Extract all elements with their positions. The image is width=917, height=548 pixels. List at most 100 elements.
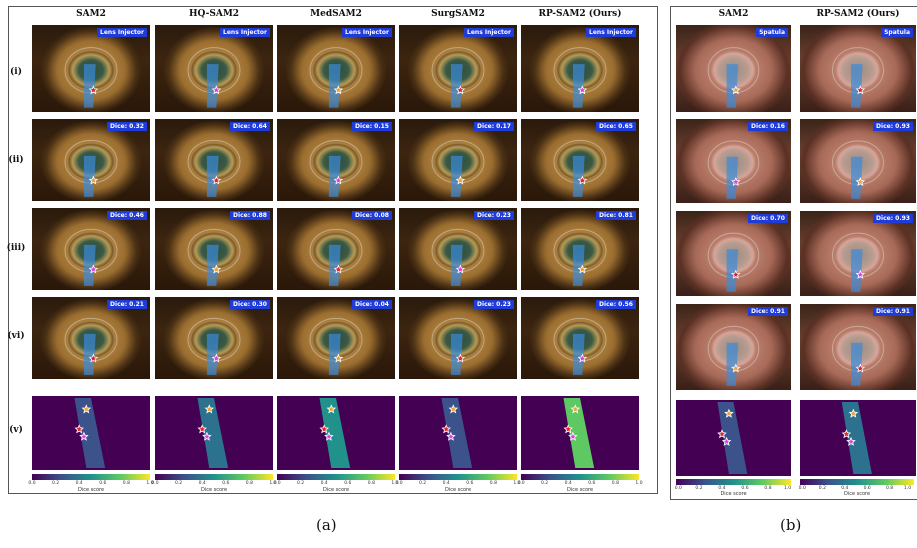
prompt-star-marker xyxy=(563,424,573,434)
frame-overlay xyxy=(707,232,760,292)
frame-i-surgsam2: Lens Injector xyxy=(399,25,517,112)
instrument-mask xyxy=(328,333,341,375)
frame-ii-sam2: Dice: 0.32 xyxy=(32,119,150,201)
tick-label: 0.2 xyxy=(52,481,60,486)
instrument-dice-band xyxy=(197,398,229,468)
frame-overlay xyxy=(707,47,760,108)
dice-tag: Dice: 0.70 xyxy=(748,214,788,223)
row-label-i: (i) xyxy=(10,67,22,77)
frame-iii-rp-sam2: Dice: 0.81 xyxy=(521,208,639,290)
heatmap-b-rp-sam2 xyxy=(800,400,916,476)
tool-label-tag: Lens Injector xyxy=(97,28,147,37)
prompt-star-marker xyxy=(333,264,344,274)
prompt-star-marker xyxy=(577,175,588,185)
caption-b: (b) xyxy=(780,516,802,534)
prompt-star-marker xyxy=(211,353,222,363)
frame-vi-surgsam2: Dice: 0.23 xyxy=(399,297,517,379)
prompt-star-marker xyxy=(441,424,451,434)
prompt-star-marker xyxy=(81,404,92,414)
frame-ii-medsam2: Dice: 0.15 xyxy=(277,119,395,201)
tick-label: 0.4 xyxy=(75,481,83,486)
frame-overlay xyxy=(831,325,885,386)
tick-label: 0.6 xyxy=(588,481,596,486)
instrument-mask xyxy=(572,155,585,197)
frame-overlay xyxy=(309,317,363,375)
prompt-star-marker xyxy=(731,363,741,373)
tick-label: 1.0 xyxy=(635,481,643,486)
row-label-ii: (ii) xyxy=(8,155,24,165)
instrument-mask xyxy=(726,156,739,199)
instrument-dice-band xyxy=(841,402,872,474)
colorbar-label: Dice score xyxy=(843,491,871,497)
dice-heatmap-overlay xyxy=(74,398,106,468)
tick-label: 0.0 xyxy=(151,481,159,486)
frame-b4-rp-sam2: Dice: 0.91 xyxy=(800,304,916,390)
instrument-mask xyxy=(851,156,863,199)
prompt-star-marker xyxy=(79,431,89,441)
instrument-mask xyxy=(450,333,463,375)
tick-label: 0.0 xyxy=(517,481,525,486)
colorbar-label: Dice score xyxy=(566,487,594,493)
tick-label: 0.8 xyxy=(245,481,253,486)
heatmap-b-sam2 xyxy=(676,400,791,476)
colorbar-label: Dice score xyxy=(444,487,472,493)
colorbar xyxy=(676,479,791,485)
tick-label: 0.8 xyxy=(489,481,497,486)
dice-heatmap-overlay xyxy=(197,398,229,468)
tick-label: 0.0 xyxy=(395,481,403,486)
prompt-star-marker xyxy=(88,85,99,95)
tool-label-tag: Spatula xyxy=(756,28,788,37)
frame-ii-rp-sam2: Dice: 0.65 xyxy=(521,119,639,201)
dice-tag: Dice: 0.32 xyxy=(107,122,147,131)
tool-label-tag: Lens Injector xyxy=(464,28,514,37)
prompt-star-marker xyxy=(74,424,84,434)
dice-tag: Dice: 0.91 xyxy=(873,307,913,316)
frame-b3-rp-sam2: Dice: 0.93 xyxy=(800,211,916,296)
tick-label: 0.8 xyxy=(122,481,130,486)
prompt-star-marker xyxy=(204,404,215,414)
tick-label: 0.6 xyxy=(222,481,230,486)
instrument-mask xyxy=(726,342,739,386)
frame-iii-hq-sam2: Dice: 0.88 xyxy=(155,208,273,290)
tick-label: 1.0 xyxy=(146,481,154,486)
prompt-star-marker xyxy=(455,85,466,95)
colorbar-label: Dice score xyxy=(720,491,747,497)
instrument-mask xyxy=(726,249,739,292)
dice-tag: Dice: 0.21 xyxy=(107,300,147,309)
instrument-mask xyxy=(450,64,463,108)
tick-label: 0.6 xyxy=(466,481,474,486)
tick-label: 0.0 xyxy=(798,486,806,491)
frame-iii-surgsam2: Dice: 0.23 xyxy=(399,208,517,290)
row-label-vi: (vi) xyxy=(7,331,25,341)
tick-label: 1.0 xyxy=(391,481,399,486)
frame-overlay xyxy=(187,139,241,197)
prompt-star-marker xyxy=(721,436,732,446)
col-header-medsam2: MedSAM2 xyxy=(310,9,362,19)
frame-overlay xyxy=(553,228,607,286)
prompt-star-marker xyxy=(88,264,99,274)
tick-label: 0.4 xyxy=(320,481,328,486)
prompt-star-marker xyxy=(717,429,727,439)
frame-iii-sam2: Dice: 0.46 xyxy=(32,208,150,290)
tick-label: 1.0 xyxy=(269,481,277,486)
prompt-star-marker xyxy=(731,269,741,279)
frame-overlay xyxy=(187,317,241,375)
instrument-dice-band xyxy=(717,402,748,474)
tick-label: 0.8 xyxy=(886,486,894,491)
instrument-mask xyxy=(851,342,863,386)
prompt-star-marker xyxy=(88,175,99,185)
prompt-star-marker xyxy=(326,404,337,414)
instrument-dice-band xyxy=(319,398,351,468)
col-header-surgsam2: SurgSAM2 xyxy=(431,9,485,19)
dice-tag: Dice: 0.88 xyxy=(230,211,270,220)
col-header-rp-sam2-b: RP-SAM2 (Ours) xyxy=(816,9,900,19)
prompt-star-marker xyxy=(211,264,222,274)
frame-overlay xyxy=(187,228,241,286)
dice-tag: Dice: 0.93 xyxy=(873,122,913,131)
frame-overlay xyxy=(431,139,485,197)
instrument-mask xyxy=(572,64,585,108)
caption-a: (a) xyxy=(316,516,337,534)
frame-overlay xyxy=(309,47,363,108)
dice-tag: Dice: 0.65 xyxy=(596,122,636,131)
prompt-star-marker xyxy=(88,353,99,363)
